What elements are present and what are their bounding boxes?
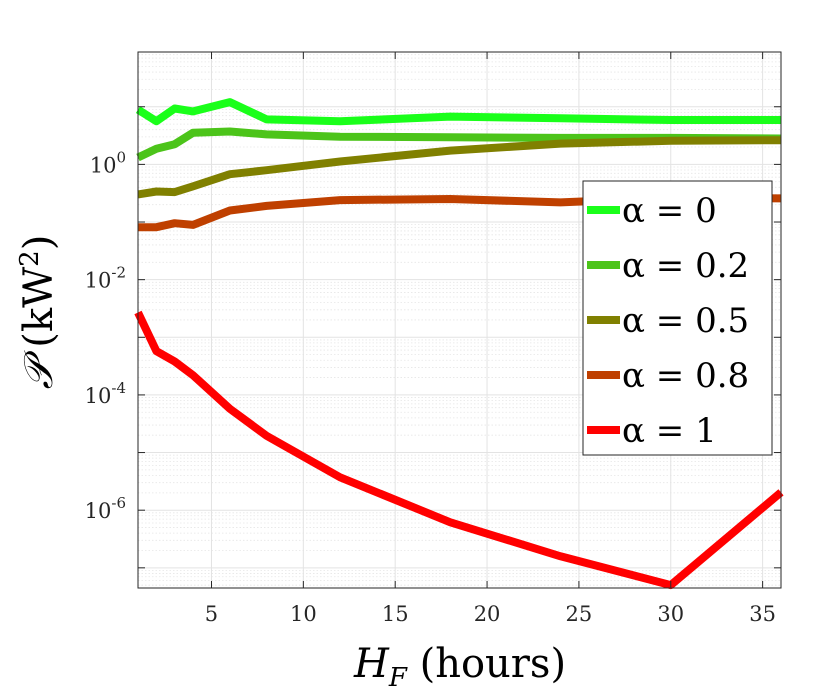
legend-label-3: α = 0.8 (622, 356, 749, 396)
y-tick-label-base: 10 (85, 499, 112, 523)
series-layer (134, 98, 784, 590)
legend: α = 0 α = 0.2 α = 0.5 α = 0.8 α = 1 (582, 180, 773, 456)
y-tick-label-exp: -4 (111, 379, 126, 397)
series-line-4 (134, 310, 784, 590)
x-axis-title-sub: F (388, 663, 408, 689)
x-tick-label: 25 (566, 602, 593, 626)
x-tick-label: 30 (657, 602, 684, 626)
x-axis-title-main: H (353, 641, 390, 687)
series-line-1 (136, 127, 782, 162)
y-tick-label: 100 (90, 148, 126, 177)
y-tick-label-exp: 0 (116, 148, 126, 166)
plot-frame (137, 51, 782, 589)
x-tick-label: 5 (205, 602, 218, 626)
y-axis-title: 𝒫 (kW2) (15, 235, 62, 390)
y-tick-label: 10-4 (85, 379, 126, 408)
legend-label-1: α = 0.2 (622, 246, 749, 286)
major-grid (138, 52, 781, 588)
x-tick-label: 10 (290, 602, 317, 626)
x-tick-label: 35 (749, 602, 776, 626)
y-tick-label-exp: -6 (111, 494, 126, 512)
y-tick-label-base: 10 (85, 269, 112, 293)
y-axis-title-unit: (kW (16, 267, 62, 361)
y-tick-label: 10-2 (85, 264, 126, 293)
y-axis-title-sup: 2 (15, 250, 45, 267)
x-axis-title: HF (hours) (353, 641, 566, 689)
series-line-0 (135, 98, 781, 126)
y-tick-label: 10-6 (85, 494, 126, 523)
x-tick-labels: 5 10 15 20 25 30 35 (205, 602, 776, 626)
legend-label-0: α = 0 (622, 191, 717, 231)
x-axis-title-unit: (hours) (407, 641, 566, 687)
y-axis-title-close: ) (16, 235, 62, 251)
series-line-2 (137, 136, 782, 199)
y-tick-label-base: 10 (90, 153, 117, 177)
legend-label-4: α = 1 (622, 411, 717, 451)
tick-marks (138, 52, 781, 588)
y-tick-label-base: 10 (85, 384, 112, 408)
x-tick-label: 20 (474, 602, 501, 626)
y-tick-label-exp: -2 (111, 264, 126, 282)
legend-label-2: α = 0.5 (622, 301, 749, 341)
x-tick-label: 15 (382, 602, 409, 626)
